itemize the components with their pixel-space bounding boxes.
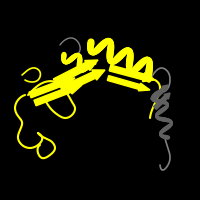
Polygon shape [138,83,150,91]
Polygon shape [154,95,168,109]
Polygon shape [92,70,105,80]
Polygon shape [61,72,96,93]
Polygon shape [151,87,165,101]
Polygon shape [107,76,140,89]
Polygon shape [29,79,65,98]
Polygon shape [53,62,89,85]
Polygon shape [34,87,71,106]
Polygon shape [162,85,168,91]
Polygon shape [143,72,155,82]
Polygon shape [109,65,145,80]
Polygon shape [69,85,82,94]
Polygon shape [164,93,170,99]
Polygon shape [62,78,75,87]
Polygon shape [85,60,98,70]
